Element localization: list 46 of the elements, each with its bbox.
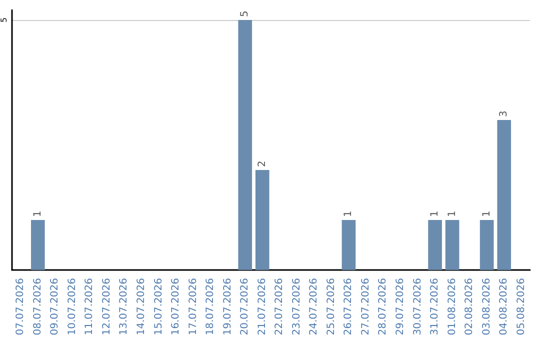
bar [342,220,356,270]
x-tick-label: 10.07.2026 [66,278,78,336]
x-tick-label: 24.07.2026 [308,278,320,336]
x-tick-label: 12.07.2026 [101,278,112,336]
x-tick-label: 28.07.2026 [378,278,389,336]
data-label: 1 [343,210,354,217]
x-tick-label: 21.07.2026 [256,278,268,336]
data-label: 2 [256,160,268,167]
x-tick-label: 25.07.2026 [326,278,337,336]
x-tick-label: 09.07.2026 [50,278,61,336]
x-tick-label: 29.07.2026 [395,278,406,336]
data-label: 5 [240,10,251,17]
x-tick-label: 05.08.2026 [516,278,527,336]
x-tick-label: 04.08.2026 [498,278,510,336]
x-tick-label: 23.07.2026 [291,278,302,336]
data-label: 1 [446,210,458,217]
x-tick-label: 16.07.2026 [170,278,182,336]
x-tick-label: 01.08.2026 [446,278,458,336]
x-tick-label: 20.07.2026 [240,278,251,336]
x-tick-label: 14.07.2026 [136,278,147,336]
bar [428,220,442,270]
bar [255,170,270,270]
x-tick-label: 26.07.2026 [343,278,354,336]
x-tick-label: 08.07.2026 [32,278,44,336]
x-tick-label: 31.07.2026 [430,278,441,336]
x-tick-label: 22.07.2026 [274,278,286,336]
x-tick-label: 03.08.2026 [481,278,492,336]
bar [30,220,45,270]
x-tick-label: 11.07.2026 [84,278,96,336]
data-label: 1 [430,210,441,217]
bar [480,220,494,270]
data-label: 1 [481,210,492,217]
x-tick-label: 13.07.2026 [118,278,130,336]
x-tick-label: 15.07.2026 [153,278,164,336]
bar [238,20,252,270]
x-tick-label: 27.07.2026 [360,278,372,336]
data-label: 3 [498,110,510,117]
x-tick-label: 30.07.2026 [412,278,424,336]
x-tick-label: 07.07.2026 [15,278,26,336]
x-tick-label: 18.07.2026 [205,278,216,336]
x-tick-label: 17.07.2026 [188,278,199,336]
bar [497,120,512,270]
bar [445,220,460,270]
data-label: 1 [32,210,44,217]
x-tick-label: 02.08.2026 [464,278,476,336]
x-tick-label: 19.07.2026 [222,278,234,336]
